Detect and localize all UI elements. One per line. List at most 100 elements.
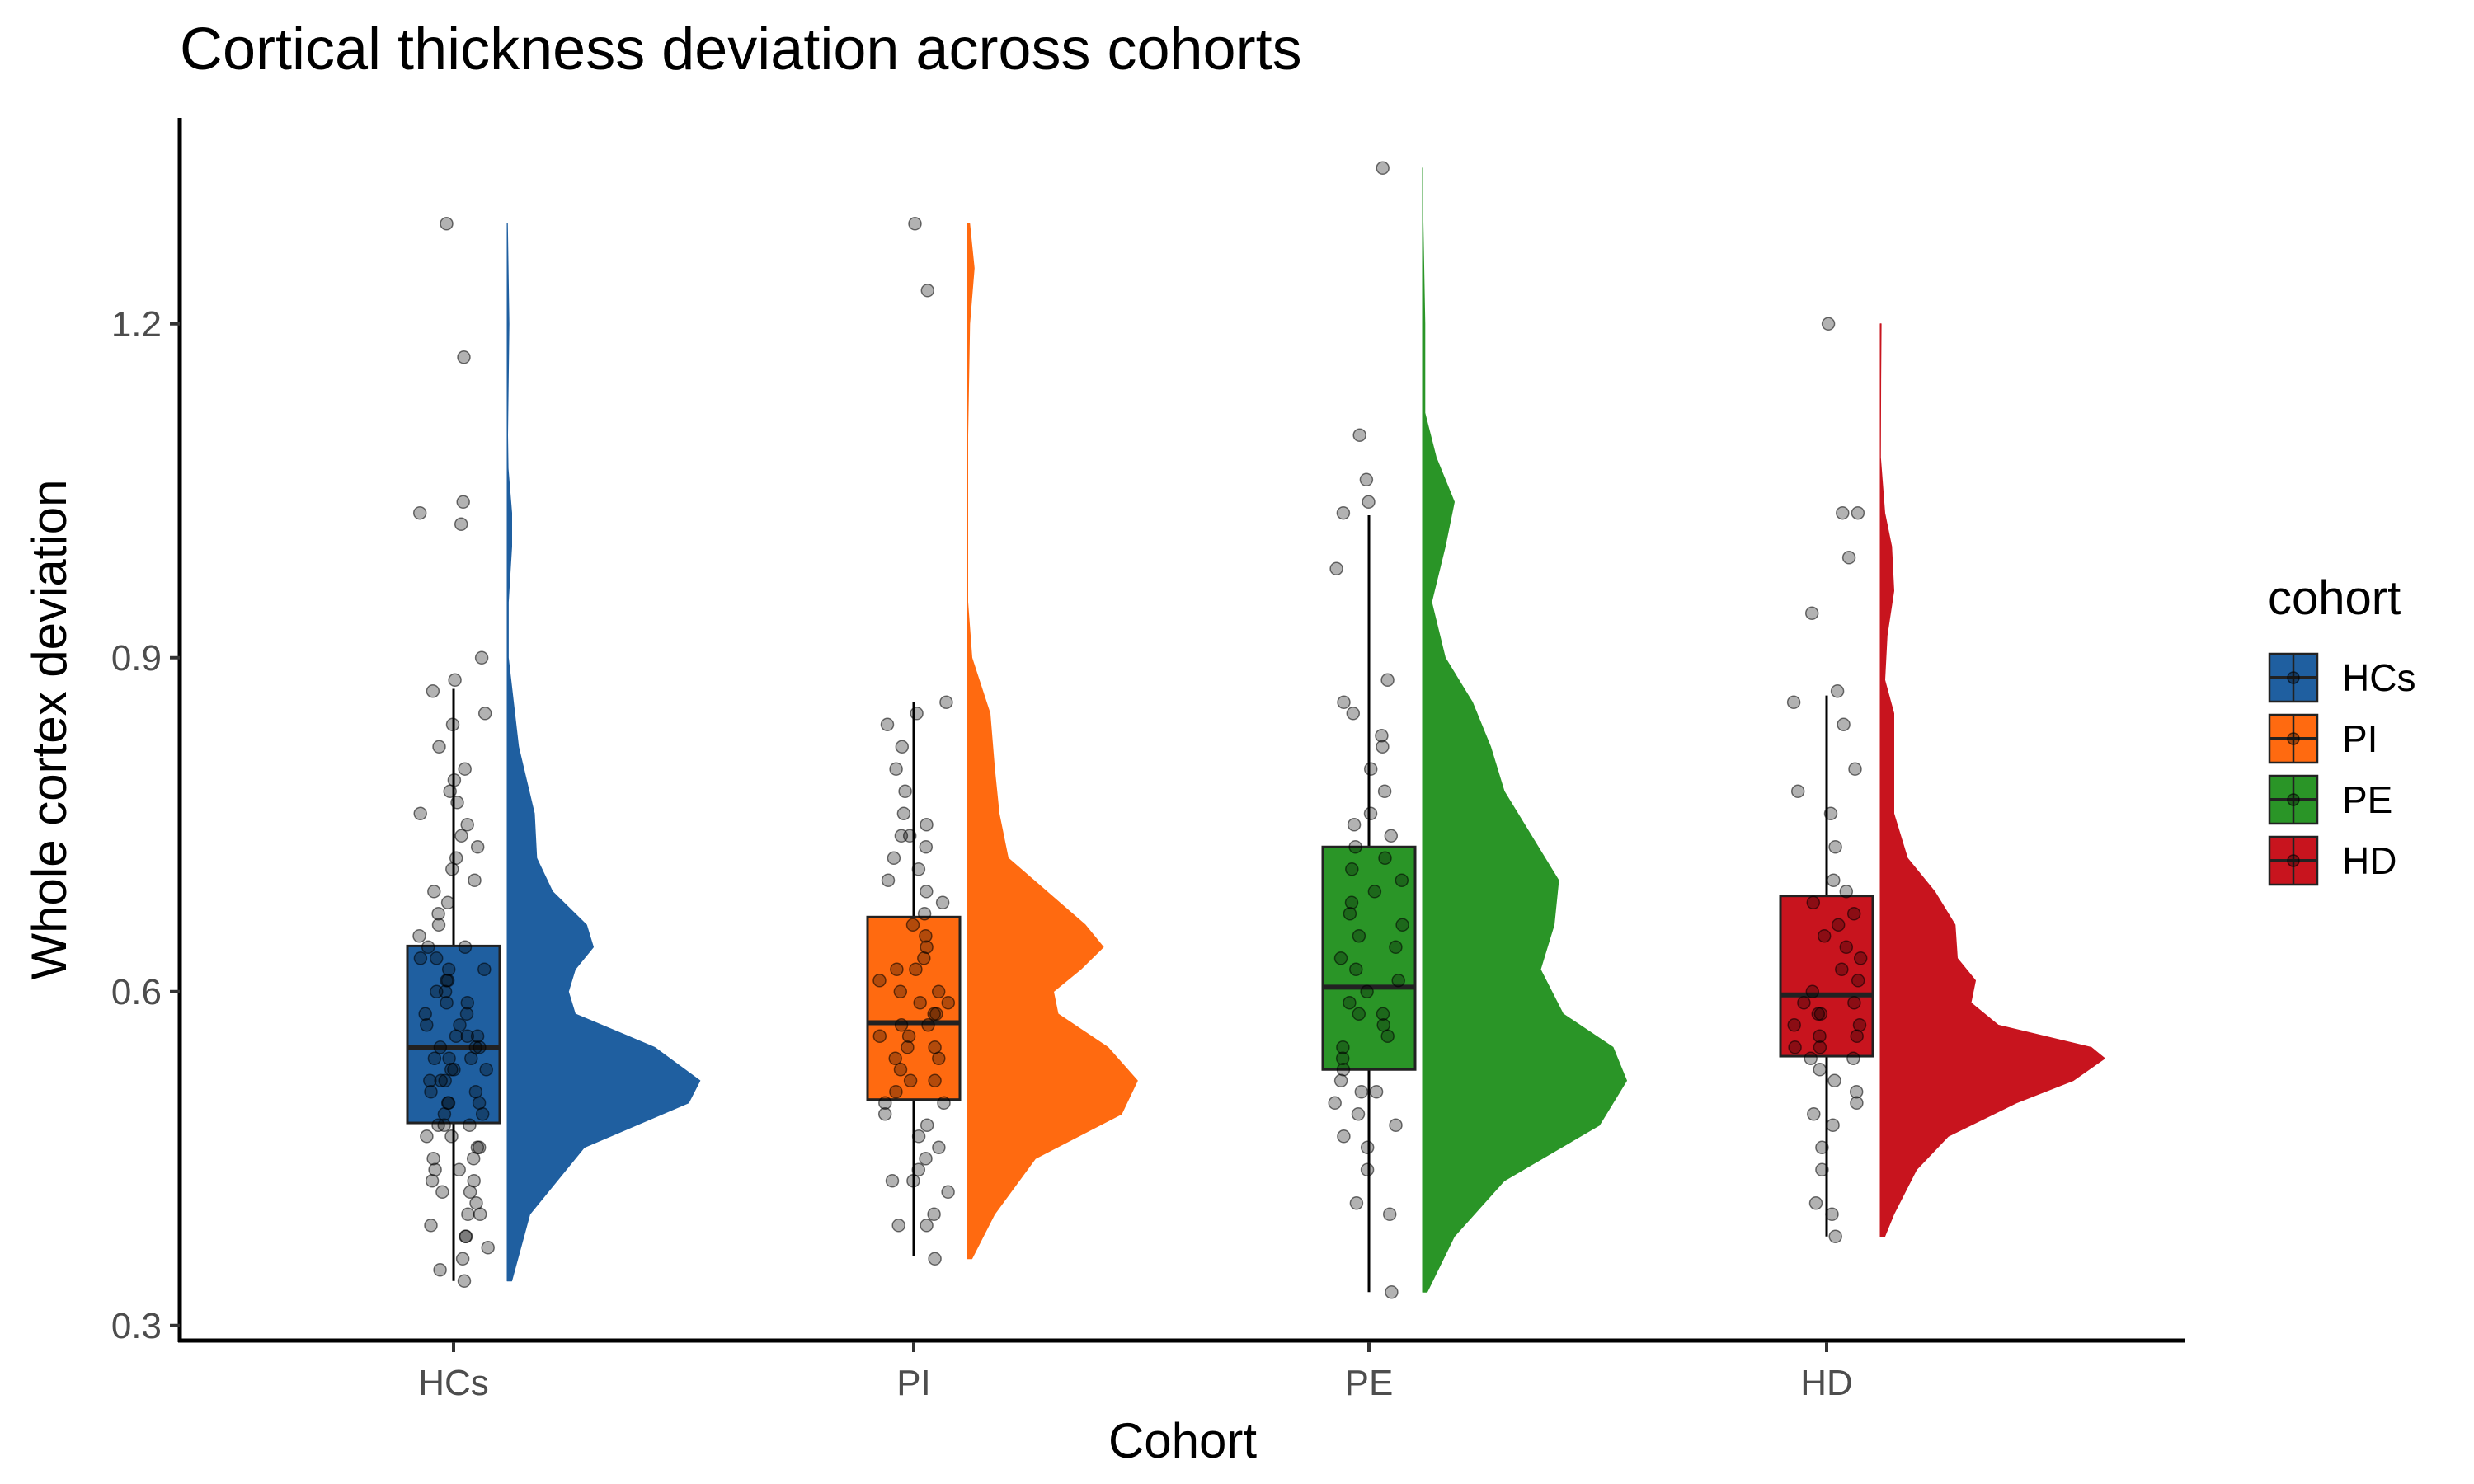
data-point xyxy=(454,829,468,843)
data-point xyxy=(1382,1207,1397,1222)
legend-item-pi: PI xyxy=(2268,713,2378,764)
data-point xyxy=(917,951,931,965)
data-point xyxy=(1360,1162,1375,1177)
data-point xyxy=(427,885,441,899)
y-tick-label: 1.2 xyxy=(111,304,162,345)
data-point xyxy=(457,1274,472,1289)
data-point xyxy=(1788,1040,1802,1054)
data-point xyxy=(1391,974,1405,988)
data-point xyxy=(1351,1107,1366,1121)
data-point xyxy=(1352,1007,1366,1021)
data-point xyxy=(412,929,426,943)
data-point xyxy=(920,1118,934,1133)
data-point xyxy=(1849,1085,1864,1099)
data-point xyxy=(444,1129,459,1144)
data-point xyxy=(894,1018,909,1032)
data-point xyxy=(896,806,911,821)
data-point xyxy=(1852,1018,1867,1032)
data-point xyxy=(1846,1051,1860,1066)
data-point xyxy=(1385,1285,1399,1299)
data-point xyxy=(456,495,470,510)
data-point xyxy=(1825,1207,1839,1222)
data-point xyxy=(909,962,923,977)
x-tick-label: HD xyxy=(1800,1363,1853,1403)
cohort-group-hd xyxy=(1779,317,2105,1244)
data-point xyxy=(935,895,950,910)
data-point xyxy=(452,1162,466,1177)
density-violin xyxy=(506,223,701,1282)
data-point xyxy=(426,684,440,698)
data-point xyxy=(920,1219,934,1233)
data-point xyxy=(477,962,492,977)
data-point xyxy=(1377,784,1392,799)
data-point xyxy=(1349,962,1363,977)
density-violin xyxy=(1422,167,1627,1293)
data-point xyxy=(442,1051,456,1066)
data-point xyxy=(1376,1018,1390,1032)
data-point xyxy=(1830,684,1845,698)
data-point xyxy=(1380,1029,1395,1044)
data-point xyxy=(1362,495,1376,510)
chart-title: Cortical thickness deviation across coho… xyxy=(180,16,1302,82)
y-tick-label: 0.6 xyxy=(111,972,162,1012)
data-point xyxy=(413,806,427,821)
data-point xyxy=(440,974,455,988)
data-point xyxy=(432,740,446,754)
data-point xyxy=(423,1073,437,1088)
data-point xyxy=(421,940,435,955)
data-point xyxy=(427,1051,442,1066)
data-point xyxy=(1848,762,1862,776)
data-point xyxy=(1333,951,1348,965)
data-point xyxy=(1367,885,1382,899)
data-point xyxy=(433,1263,447,1277)
data-point xyxy=(434,1073,448,1088)
data-point xyxy=(1335,1051,1350,1066)
data-point xyxy=(473,1040,487,1054)
data-point xyxy=(1363,806,1378,821)
data-point xyxy=(921,1018,935,1032)
data-point xyxy=(1389,940,1403,955)
data-point xyxy=(927,1007,941,1021)
data-point xyxy=(449,851,463,866)
data-point xyxy=(460,996,475,1010)
data-point xyxy=(880,717,895,732)
data-point xyxy=(445,717,460,732)
data-point xyxy=(911,1129,926,1144)
legend-point xyxy=(2287,854,2300,867)
data-point xyxy=(941,996,956,1010)
data-point xyxy=(901,1040,915,1054)
y-axis-title: Whole cortex deviation xyxy=(21,480,77,980)
data-point xyxy=(426,1152,440,1166)
data-point xyxy=(941,1185,955,1200)
data-point xyxy=(418,1007,432,1021)
data-point xyxy=(920,940,934,955)
data-point xyxy=(460,818,474,832)
data-point xyxy=(1813,1063,1827,1077)
data-point xyxy=(893,984,908,999)
data-point xyxy=(1360,1140,1375,1155)
data-point xyxy=(440,996,454,1010)
data-point xyxy=(469,1196,483,1210)
data-point xyxy=(1837,717,1851,732)
legend-label: HCs xyxy=(2342,656,2415,699)
data-point xyxy=(931,984,946,999)
data-point xyxy=(1384,829,1399,843)
data-point xyxy=(877,1107,892,1121)
data-point xyxy=(460,1029,475,1044)
data-point xyxy=(1831,918,1846,932)
data-point xyxy=(898,784,912,799)
data-point xyxy=(470,1029,485,1044)
data-point xyxy=(917,907,932,921)
legend-label: PE xyxy=(2342,778,2392,821)
data-point xyxy=(1839,940,1854,955)
data-point xyxy=(928,1040,942,1054)
data-point xyxy=(431,907,445,921)
data-point xyxy=(1360,984,1374,999)
data-point xyxy=(894,829,909,843)
data-point xyxy=(455,1252,470,1266)
data-point xyxy=(441,1096,456,1111)
data-point xyxy=(913,996,927,1010)
data-point xyxy=(872,1029,887,1044)
data-point xyxy=(428,1162,442,1177)
data-point xyxy=(1395,873,1409,888)
